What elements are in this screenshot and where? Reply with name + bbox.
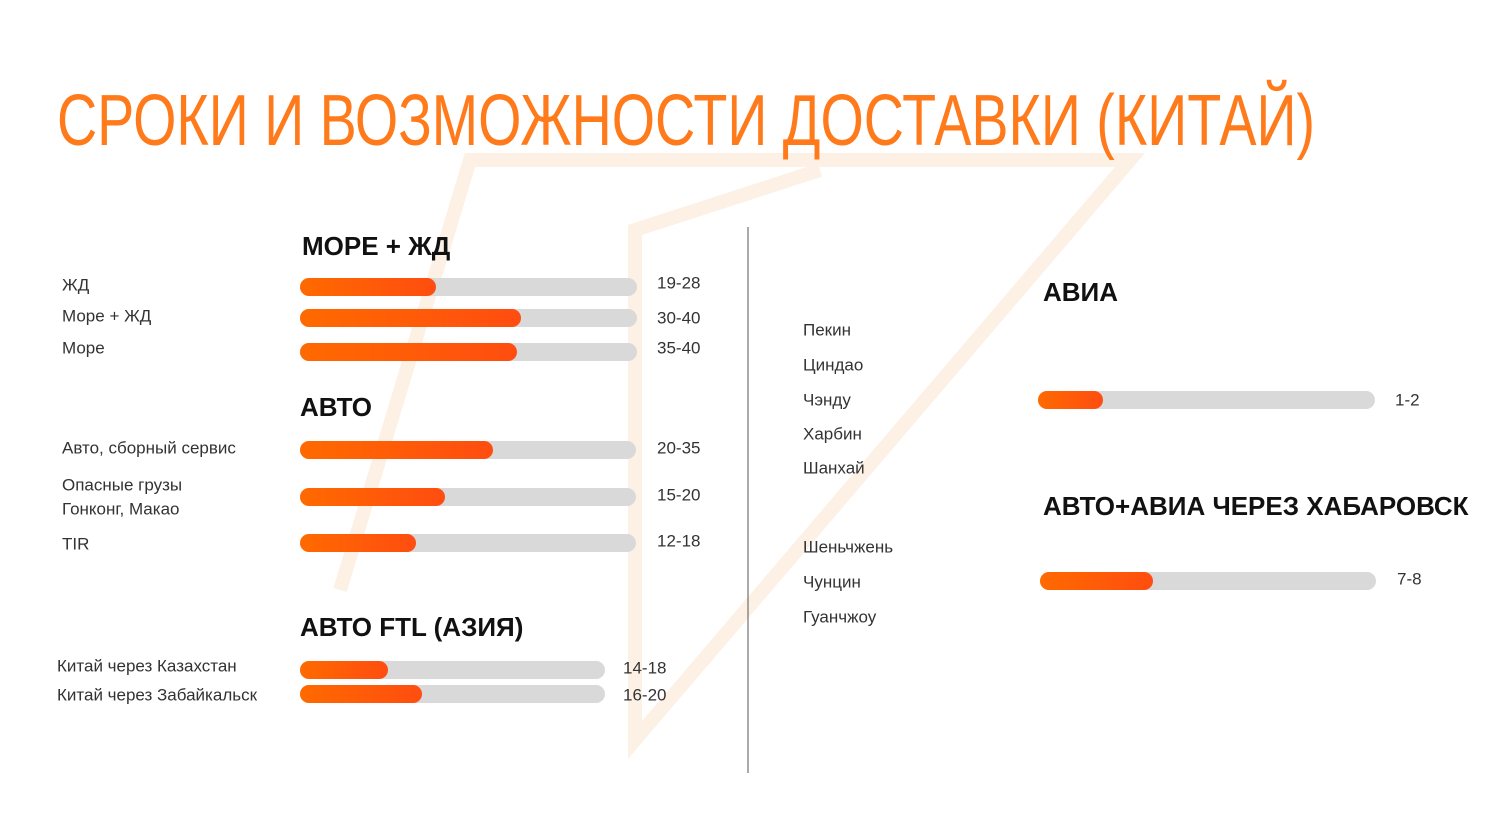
row-label: TIR (62, 534, 89, 553)
section-heading: АВТО FTL (АЗИЯ) (300, 612, 523, 642)
row-label: ЖД (62, 275, 90, 294)
row-range: 14-18 (623, 658, 666, 677)
city: Шеньчжень (803, 537, 893, 556)
bar-fill (1038, 391, 1103, 409)
row-label: Море + ЖД (62, 306, 152, 325)
watermark (333, 153, 1146, 759)
city: Чэнду (803, 390, 851, 409)
bar-fill (300, 343, 517, 361)
bar-track (1038, 391, 1375, 409)
city: Пекин (803, 320, 851, 339)
section-heading: АВИА (1043, 277, 1118, 307)
row-range: 35-40 (657, 338, 700, 357)
row-label: Море (62, 338, 105, 357)
bar-fill (300, 278, 436, 296)
city: Чунцин (803, 572, 861, 591)
section-heading: МОРЕ + ЖД (302, 231, 451, 261)
row-label: Опасные грузы (62, 475, 182, 494)
row-label: Китай через Забайкальск (57, 685, 258, 704)
bar-fill (300, 488, 445, 506)
row-range: 15-20 (657, 485, 700, 504)
row-range: 16-20 (623, 685, 666, 704)
section-heading: АВТО+АВИА ЧЕРЕЗ ХАБАРОВСК (1043, 491, 1469, 521)
section-heading: АВТО (300, 392, 372, 422)
city: Циндао (803, 355, 863, 374)
city: Харбин (803, 424, 862, 443)
bar-fill (300, 685, 422, 703)
title: СРОКИ И ВОЗМОЖНОСТИ ДОСТАВКИ (КИТАЙ) (57, 79, 1315, 161)
row-range: 20-35 (657, 438, 700, 457)
row-range: 30-40 (657, 308, 700, 327)
row-range: 7-8 (1397, 569, 1422, 588)
bar-fill (300, 534, 416, 552)
city: Гуанчжоу (803, 607, 877, 626)
row-label: Китай через Казахстан (57, 656, 237, 675)
city: Шанхай (803, 458, 865, 477)
row-range: 12-18 (657, 531, 700, 550)
bar-fill (300, 309, 521, 327)
row-range: 1-2 (1395, 390, 1420, 409)
row-label: Авто, сборный сервис (62, 438, 236, 457)
row-range: 19-28 (657, 273, 700, 292)
bar-fill (300, 661, 388, 679)
bar-fill (1040, 572, 1153, 590)
row-label: Гонконг, Макао (62, 499, 179, 518)
bar-fill (300, 441, 493, 459)
